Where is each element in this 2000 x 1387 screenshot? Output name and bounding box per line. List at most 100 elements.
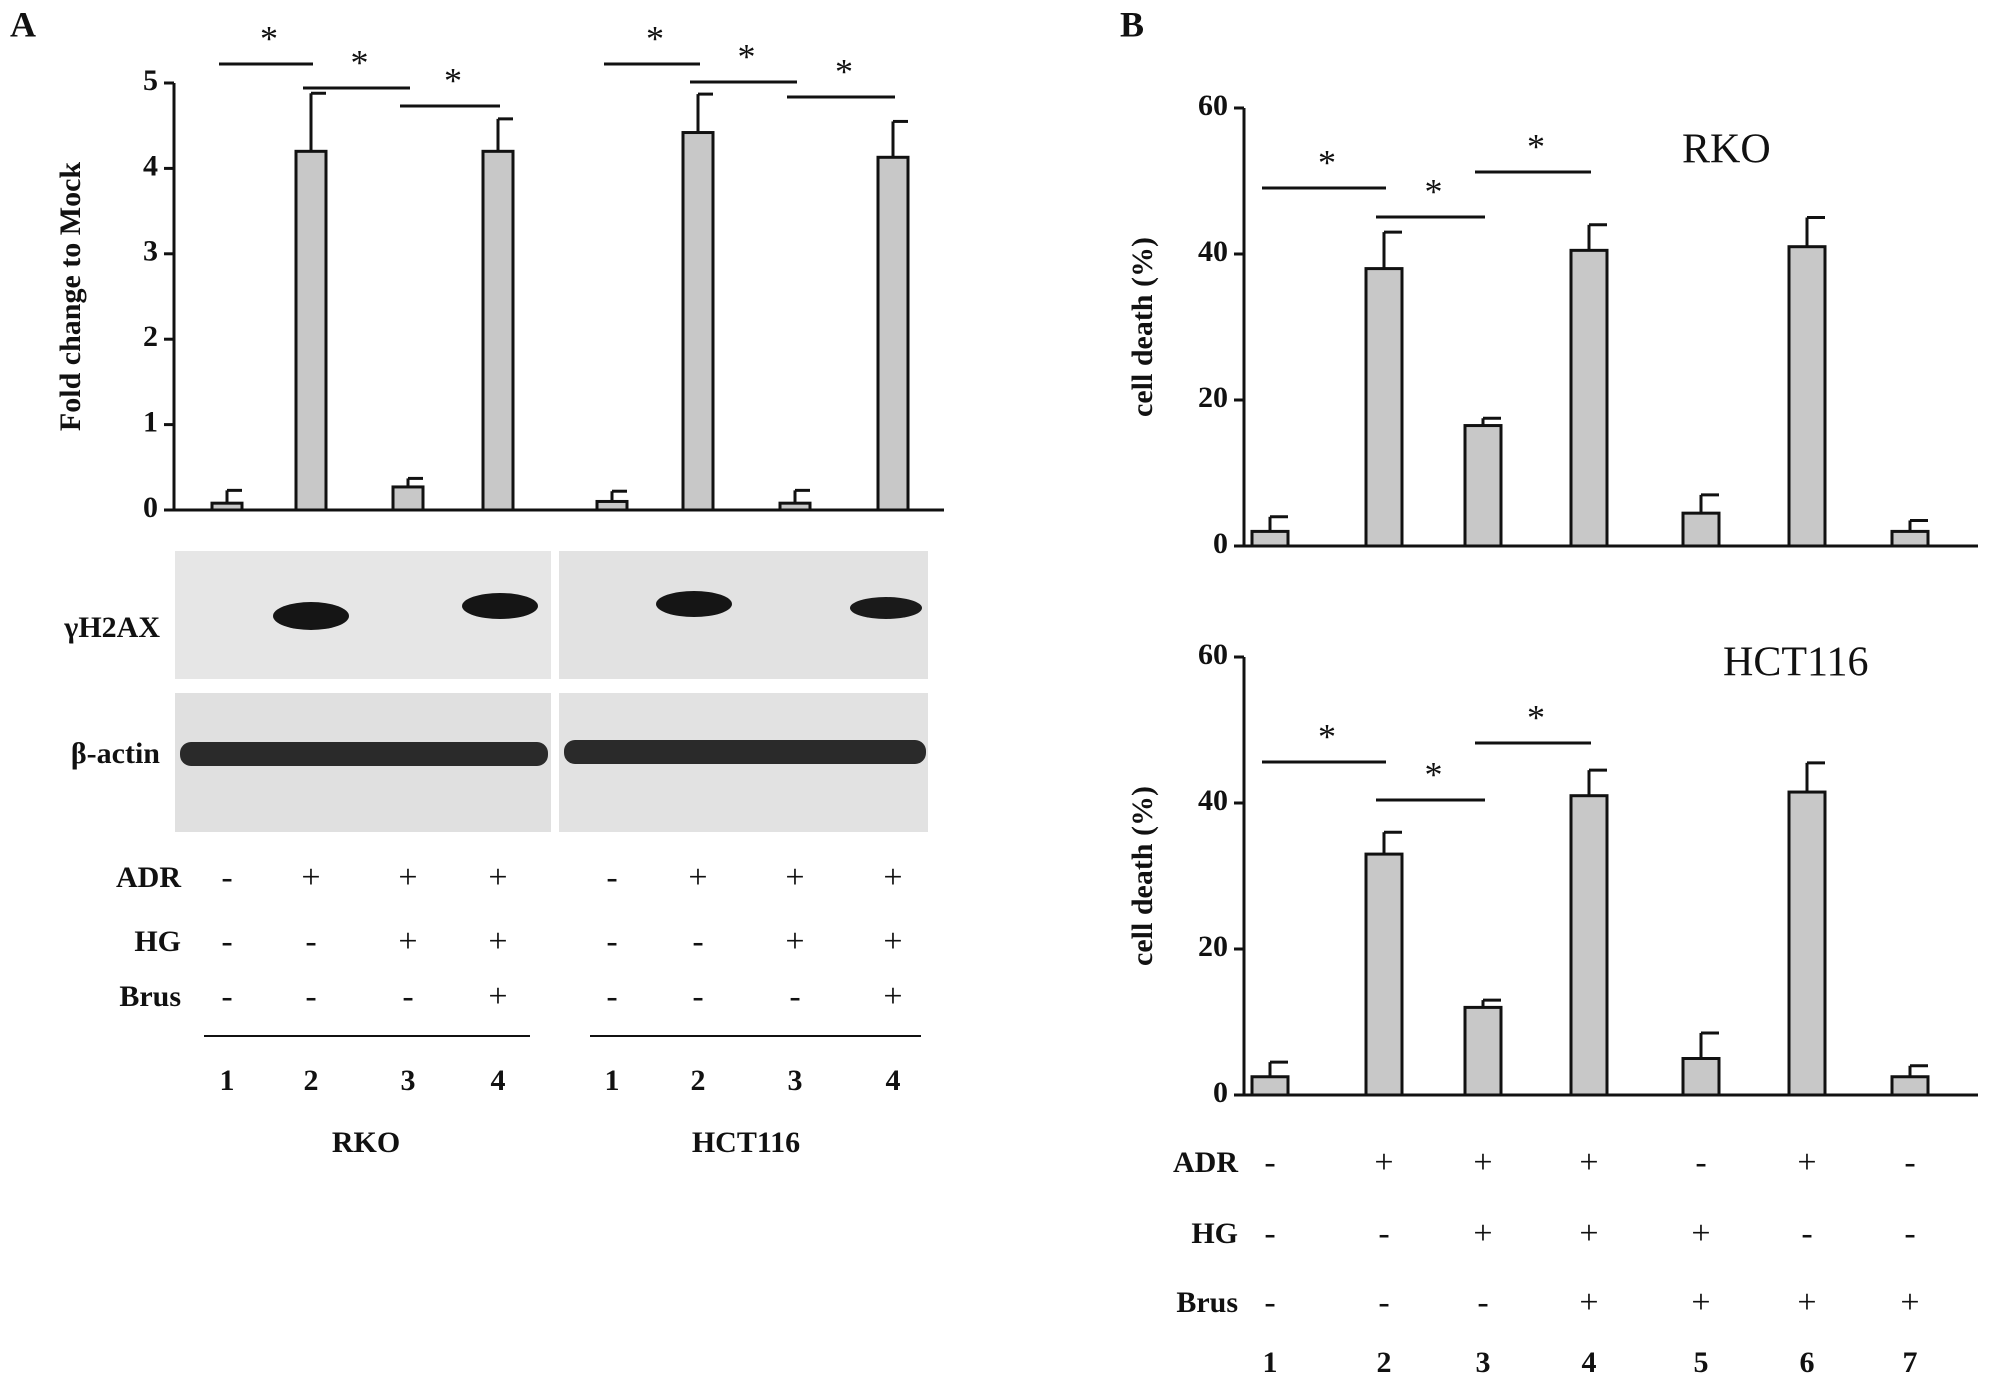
lane-number: 2	[304, 1064, 319, 1097]
band	[273, 602, 349, 630]
band	[656, 591, 732, 617]
significance-star: *	[1318, 142, 1336, 182]
bar	[1681, 1057, 1721, 1097]
lane-number: 2	[691, 1064, 706, 1097]
treatment-sign: +	[488, 978, 507, 1015]
significance-star: *	[1527, 126, 1545, 166]
significance-star: *	[1318, 716, 1336, 756]
blot-label: γH2AX	[63, 611, 160, 644]
treatment-sign: +	[785, 923, 804, 960]
y-tick-label: 3	[143, 235, 158, 268]
bar	[481, 149, 515, 512]
y-axis-label: Fold change to Mock	[54, 162, 87, 431]
blot	[175, 551, 928, 832]
bar	[1569, 248, 1609, 548]
bar	[1463, 1005, 1503, 1097]
treatment-sign: -	[789, 978, 800, 1015]
treatment-sign: +	[488, 859, 507, 896]
significance-star: *	[738, 36, 756, 76]
treatment-sign: -	[305, 978, 316, 1015]
lane-number: 5	[1694, 1346, 1709, 1379]
treatment-sign: -	[1378, 1215, 1389, 1252]
y-tick-label: 40	[1198, 235, 1228, 268]
band	[180, 742, 548, 766]
treatment-sign: +	[301, 859, 320, 896]
treatment-sign: +	[488, 923, 507, 960]
treatment-sign: +	[1797, 1144, 1816, 1181]
treatment-label: ADR	[116, 861, 181, 894]
bar	[681, 131, 715, 512]
significance-star: *	[1527, 697, 1545, 737]
treatment-sign: +	[1579, 1215, 1598, 1252]
bar	[294, 149, 328, 512]
bar	[210, 501, 244, 512]
lane-number: 4	[886, 1064, 901, 1097]
treatment-sign: -	[1801, 1215, 1812, 1252]
bar	[1787, 245, 1827, 548]
treatment-sign: -	[1264, 1284, 1275, 1321]
lane-number: 4	[491, 1064, 506, 1097]
treatment-label: Brus	[119, 980, 181, 1013]
y-tick-label: 0	[1213, 1076, 1228, 1109]
treatment-sign: -	[692, 978, 703, 1015]
y-axis-label: cell death (%)	[1126, 786, 1159, 966]
treatment-sign: -	[1904, 1215, 1915, 1252]
blot-label: β-actin	[71, 737, 160, 770]
bar	[1364, 852, 1404, 1097]
treatment-sign: -	[221, 923, 232, 960]
y-tick-label: 20	[1198, 930, 1228, 963]
bar	[1569, 794, 1609, 1097]
significance-star: *	[260, 18, 278, 58]
bar	[1890, 1075, 1930, 1097]
bar	[1250, 1075, 1290, 1097]
treatment-sign: +	[1473, 1215, 1492, 1252]
treatment-sign: -	[221, 859, 232, 896]
treatment-label: ADR	[1173, 1146, 1238, 1179]
treatment-sign: -	[1264, 1144, 1275, 1181]
treatment-sign: -	[1264, 1215, 1275, 1252]
bar	[1250, 529, 1290, 548]
treatment-sign: +	[1473, 1144, 1492, 1181]
chart-title: HCT116	[1723, 640, 1868, 686]
band	[462, 593, 538, 619]
bar	[1787, 790, 1827, 1097]
lane-number: 6	[1800, 1346, 1815, 1379]
treatment-sign: +	[1579, 1284, 1598, 1321]
lane-number: 3	[401, 1064, 416, 1097]
significance-star: *	[835, 51, 853, 91]
y-tick-label: 2	[143, 320, 158, 353]
panel-label: A	[10, 4, 36, 44]
y-tick-label: 4	[143, 149, 158, 182]
treatment-sign: -	[221, 978, 232, 1015]
y-tick-label: 0	[143, 491, 158, 524]
lane-number: 2	[1377, 1346, 1392, 1379]
lane-number: 4	[1582, 1346, 1597, 1379]
bar	[1681, 511, 1721, 548]
significance-star: *	[1425, 171, 1443, 211]
treatment-label: Brus	[1176, 1286, 1238, 1319]
bar	[778, 501, 812, 512]
significance-star: *	[1425, 754, 1443, 794]
lane-number: 3	[1476, 1346, 1491, 1379]
treatment-sign: -	[606, 978, 617, 1015]
treatment-sign: -	[1904, 1144, 1915, 1181]
lane-number: 7	[1903, 1346, 1918, 1379]
treatment-sign: +	[883, 859, 902, 896]
treatment-sign: -	[1695, 1144, 1706, 1181]
treatment-label: HG	[1191, 1217, 1238, 1250]
band	[564, 740, 926, 764]
treatment-sign: -	[606, 923, 617, 960]
treatment-sign: +	[1579, 1144, 1598, 1181]
bar	[391, 485, 425, 512]
y-tick-label: 60	[1198, 89, 1228, 122]
treatment-sign: +	[688, 859, 707, 896]
treatment-sign: +	[883, 978, 902, 1015]
y-tick-label: 5	[143, 64, 158, 97]
y-tick-label: 0	[1213, 527, 1228, 560]
lane-number: 1	[605, 1064, 620, 1097]
treatment-sign: +	[785, 859, 804, 896]
treatment-sign: -	[1378, 1284, 1389, 1321]
band	[850, 597, 922, 619]
significance-star: *	[351, 42, 369, 82]
group-label: RKO	[332, 1126, 400, 1159]
